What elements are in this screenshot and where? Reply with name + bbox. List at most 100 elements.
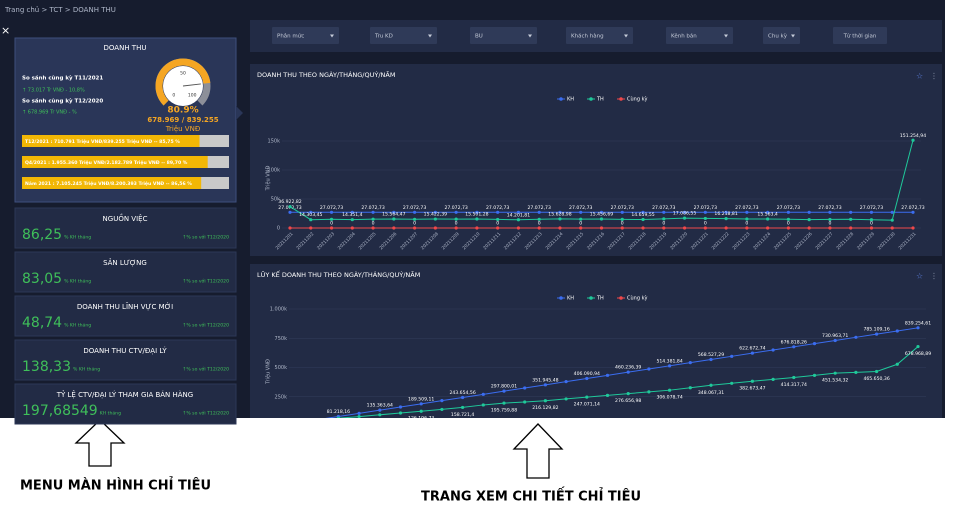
- data-point: [895, 362, 899, 366]
- kpi-card[interactable]: [14, 383, 237, 425]
- progress-fill: [22, 177, 202, 189]
- data-point: [579, 210, 583, 214]
- breadcrumb[interactable]: Trang chủ > TCT > DOANH THU: [4, 6, 116, 14]
- data-point: [295, 421, 298, 424]
- data-label: 27.072,73: [403, 205, 426, 211]
- filter-label: Kênh bán: [671, 33, 697, 40]
- date-button[interactable]: [833, 27, 887, 44]
- dropdown[interactable]: [370, 27, 437, 44]
- data-point: [834, 424, 837, 427]
- close-button[interactable]: ×: [1, 24, 10, 37]
- data-label: 0: [496, 221, 499, 227]
- progress-text: T12/2021 : 710.791 Triệu VNĐ/839.255 Tri…: [25, 138, 180, 145]
- gauge-tick-label: 0: [172, 93, 175, 99]
- data-point: [627, 424, 630, 427]
- data-point: [371, 217, 375, 221]
- kpi-card[interactable]: [14, 207, 237, 249]
- data-label: 730.963,71: [822, 333, 848, 339]
- data-point: [461, 424, 464, 427]
- data-point: [895, 329, 899, 333]
- progress-text: Q4/2021 : 1.955.360 Triệu VNĐ/2.182.789 …: [25, 159, 188, 166]
- data-point: [309, 218, 313, 222]
- data-label: 0: [330, 221, 333, 227]
- kpi-title: DOANH THU CTV/ĐẠI LÝ: [83, 346, 167, 355]
- data-point: [668, 364, 672, 368]
- data-point: [916, 326, 920, 330]
- data-label: 17.086,55: [673, 211, 696, 217]
- dropdown[interactable]: [666, 27, 733, 44]
- data-point: [433, 217, 437, 221]
- data-point: [662, 217, 666, 221]
- card-pointer: [236, 106, 243, 120]
- data-label: 27.072,73: [694, 205, 717, 211]
- data-point: [543, 399, 548, 403]
- data-point: [481, 403, 485, 407]
- data-label: 678.968,89: [905, 351, 931, 357]
- data-point: [828, 217, 832, 222]
- gauge-needle: [182, 83, 201, 87]
- data-label: 0: [538, 221, 541, 227]
- y-tick-label: 150k: [268, 139, 281, 145]
- data-point: [869, 210, 874, 214]
- dropdown-caret: [330, 34, 334, 38]
- data-point: [481, 392, 485, 396]
- caption: MENU MÀN HÌNH CHỈ TIÊU: [20, 477, 211, 494]
- data-label: 0: [745, 221, 748, 227]
- data-point: [849, 226, 853, 230]
- kpi-card[interactable]: [14, 339, 237, 381]
- dropdown-caret: [791, 34, 795, 38]
- data-point: [620, 217, 624, 221]
- data-label: 135.363,64: [367, 403, 393, 409]
- data-point: [771, 348, 775, 352]
- data-point: [854, 424, 857, 427]
- dropdown[interactable]: [470, 27, 537, 44]
- data-point: [329, 210, 334, 214]
- dropdown[interactable]: [272, 27, 339, 44]
- data-point: [599, 226, 604, 230]
- y-axis-title: Triệu VNĐ: [265, 359, 272, 385]
- data-point: [641, 226, 645, 230]
- data-point: [413, 226, 417, 230]
- data-point: [378, 424, 381, 427]
- data-point: [750, 379, 755, 383]
- data-point: [419, 402, 423, 406]
- dropdown-caret: [528, 34, 532, 38]
- kpi-title: SẢN LƯỢNG: [103, 258, 147, 267]
- data-label: 14.303,45: [299, 212, 322, 218]
- legend-dot: [619, 296, 623, 300]
- data-label: 15.422,39: [424, 212, 447, 218]
- kpi-card[interactable]: [14, 251, 237, 293]
- data-point: [772, 424, 775, 427]
- y-axis-title: Triệu VNĐ: [265, 166, 272, 192]
- data-label: 189.509,11: [408, 396, 434, 402]
- data-point: [750, 351, 755, 355]
- data-label: 0: [870, 221, 873, 227]
- up-arrow: [74, 419, 126, 467]
- data-label: 15.564,47: [382, 211, 405, 217]
- data-point: [454, 210, 458, 214]
- data-point: [745, 217, 749, 221]
- data-point: [703, 216, 707, 221]
- data-point: [378, 413, 382, 417]
- data-point: [869, 218, 874, 222]
- data-point: [875, 424, 878, 427]
- data-point: [709, 424, 712, 427]
- data-label: 0: [413, 221, 416, 227]
- data-label: 351.945,48: [532, 377, 558, 383]
- dropdown[interactable]: [566, 27, 633, 44]
- data-point: [875, 369, 879, 374]
- data-point: [626, 370, 630, 374]
- data-point: [786, 217, 791, 221]
- data-point: [288, 204, 292, 209]
- data-point: [558, 217, 562, 221]
- data-label: 151.254,94: [900, 133, 926, 139]
- legend-label: TH: [596, 97, 604, 103]
- data-point: [295, 424, 298, 427]
- data-point: [295, 420, 298, 423]
- summary-title: DOANH THU: [104, 44, 147, 52]
- data-label: 297.800,01: [491, 384, 517, 390]
- kpi-card[interactable]: [14, 295, 237, 337]
- dropdown[interactable]: [763, 27, 800, 44]
- kpi-title: NGUỒN VIỆC: [103, 213, 148, 223]
- data-point: [516, 210, 521, 214]
